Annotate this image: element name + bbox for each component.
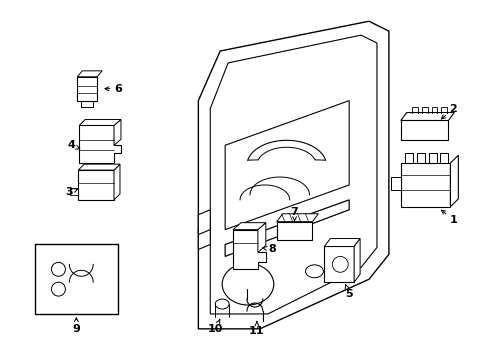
Text: 3: 3	[65, 187, 78, 197]
Text: 6: 6	[105, 84, 122, 94]
Polygon shape	[324, 247, 353, 282]
Polygon shape	[70, 188, 78, 195]
Polygon shape	[114, 164, 120, 200]
Text: 4: 4	[67, 140, 80, 150]
Text: 1: 1	[441, 210, 456, 225]
Polygon shape	[198, 210, 210, 235]
Polygon shape	[78, 164, 120, 170]
Polygon shape	[449, 155, 457, 207]
Polygon shape	[224, 100, 348, 230]
Text: 11: 11	[249, 321, 264, 336]
Polygon shape	[353, 239, 359, 282]
Polygon shape	[77, 71, 102, 77]
Polygon shape	[233, 223, 265, 230]
Polygon shape	[114, 120, 121, 145]
Polygon shape	[276, 214, 318, 222]
Polygon shape	[390, 177, 400, 190]
Text: 2: 2	[441, 104, 456, 119]
Polygon shape	[198, 225, 210, 249]
Polygon shape	[198, 21, 388, 329]
Polygon shape	[77, 77, 97, 100]
Polygon shape	[400, 163, 449, 207]
Polygon shape	[79, 120, 121, 125]
Polygon shape	[400, 121, 447, 140]
Text: 9: 9	[72, 318, 80, 334]
Polygon shape	[400, 113, 453, 121]
Polygon shape	[276, 222, 312, 239]
Polygon shape	[324, 239, 359, 247]
Text: 10: 10	[207, 320, 223, 334]
Polygon shape	[78, 170, 114, 200]
Polygon shape	[35, 244, 118, 314]
Text: 8: 8	[263, 244, 275, 255]
Polygon shape	[257, 223, 265, 252]
Text: 7: 7	[290, 207, 298, 221]
Polygon shape	[233, 230, 265, 269]
Polygon shape	[224, 200, 348, 256]
Text: 5: 5	[345, 285, 352, 299]
Polygon shape	[79, 125, 121, 163]
